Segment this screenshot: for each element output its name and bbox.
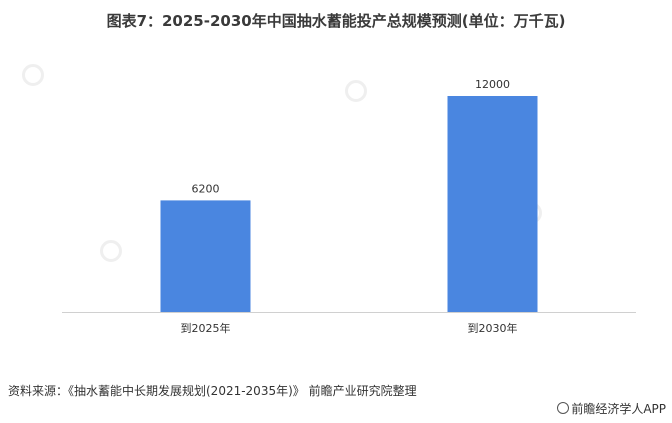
watermark-icon [100,240,122,262]
x-tick-label-1: 到2025年 [181,321,231,335]
bar-chart: 6200 12000 到2025年 到2030年 [62,78,636,335]
source-note: 资料来源：《抽水蓄能中长期发展规划(2021-2035年)》 前瞻产业研究院整理 [8,384,417,398]
brand-logo-icon [557,402,570,414]
watermark-logo [22,62,48,87]
bar-1 [160,200,251,312]
x-tick-label-2: 到2030年 [468,321,518,335]
bar-2 [447,96,538,312]
chart-title: 图表7：2025-2030年中国抽水蓄能投产总规模预测(单位：万千瓦) [106,12,566,30]
data-label-2: 12000 [475,78,510,91]
data-labels-group: 6200 12000 [192,78,511,195]
brand-footer: 前瞻经济学人APP [557,400,666,417]
brand-name: 前瞻经济学人APP [571,402,666,416]
watermark-icon [22,64,44,86]
watermark-icon [345,80,367,102]
bars-group [160,96,538,312]
watermark-logo [100,238,126,263]
data-label-1: 6200 [192,182,220,195]
x-tick-labels-group: 到2025年 到2030年 [181,321,518,335]
watermark-logo [345,78,371,103]
